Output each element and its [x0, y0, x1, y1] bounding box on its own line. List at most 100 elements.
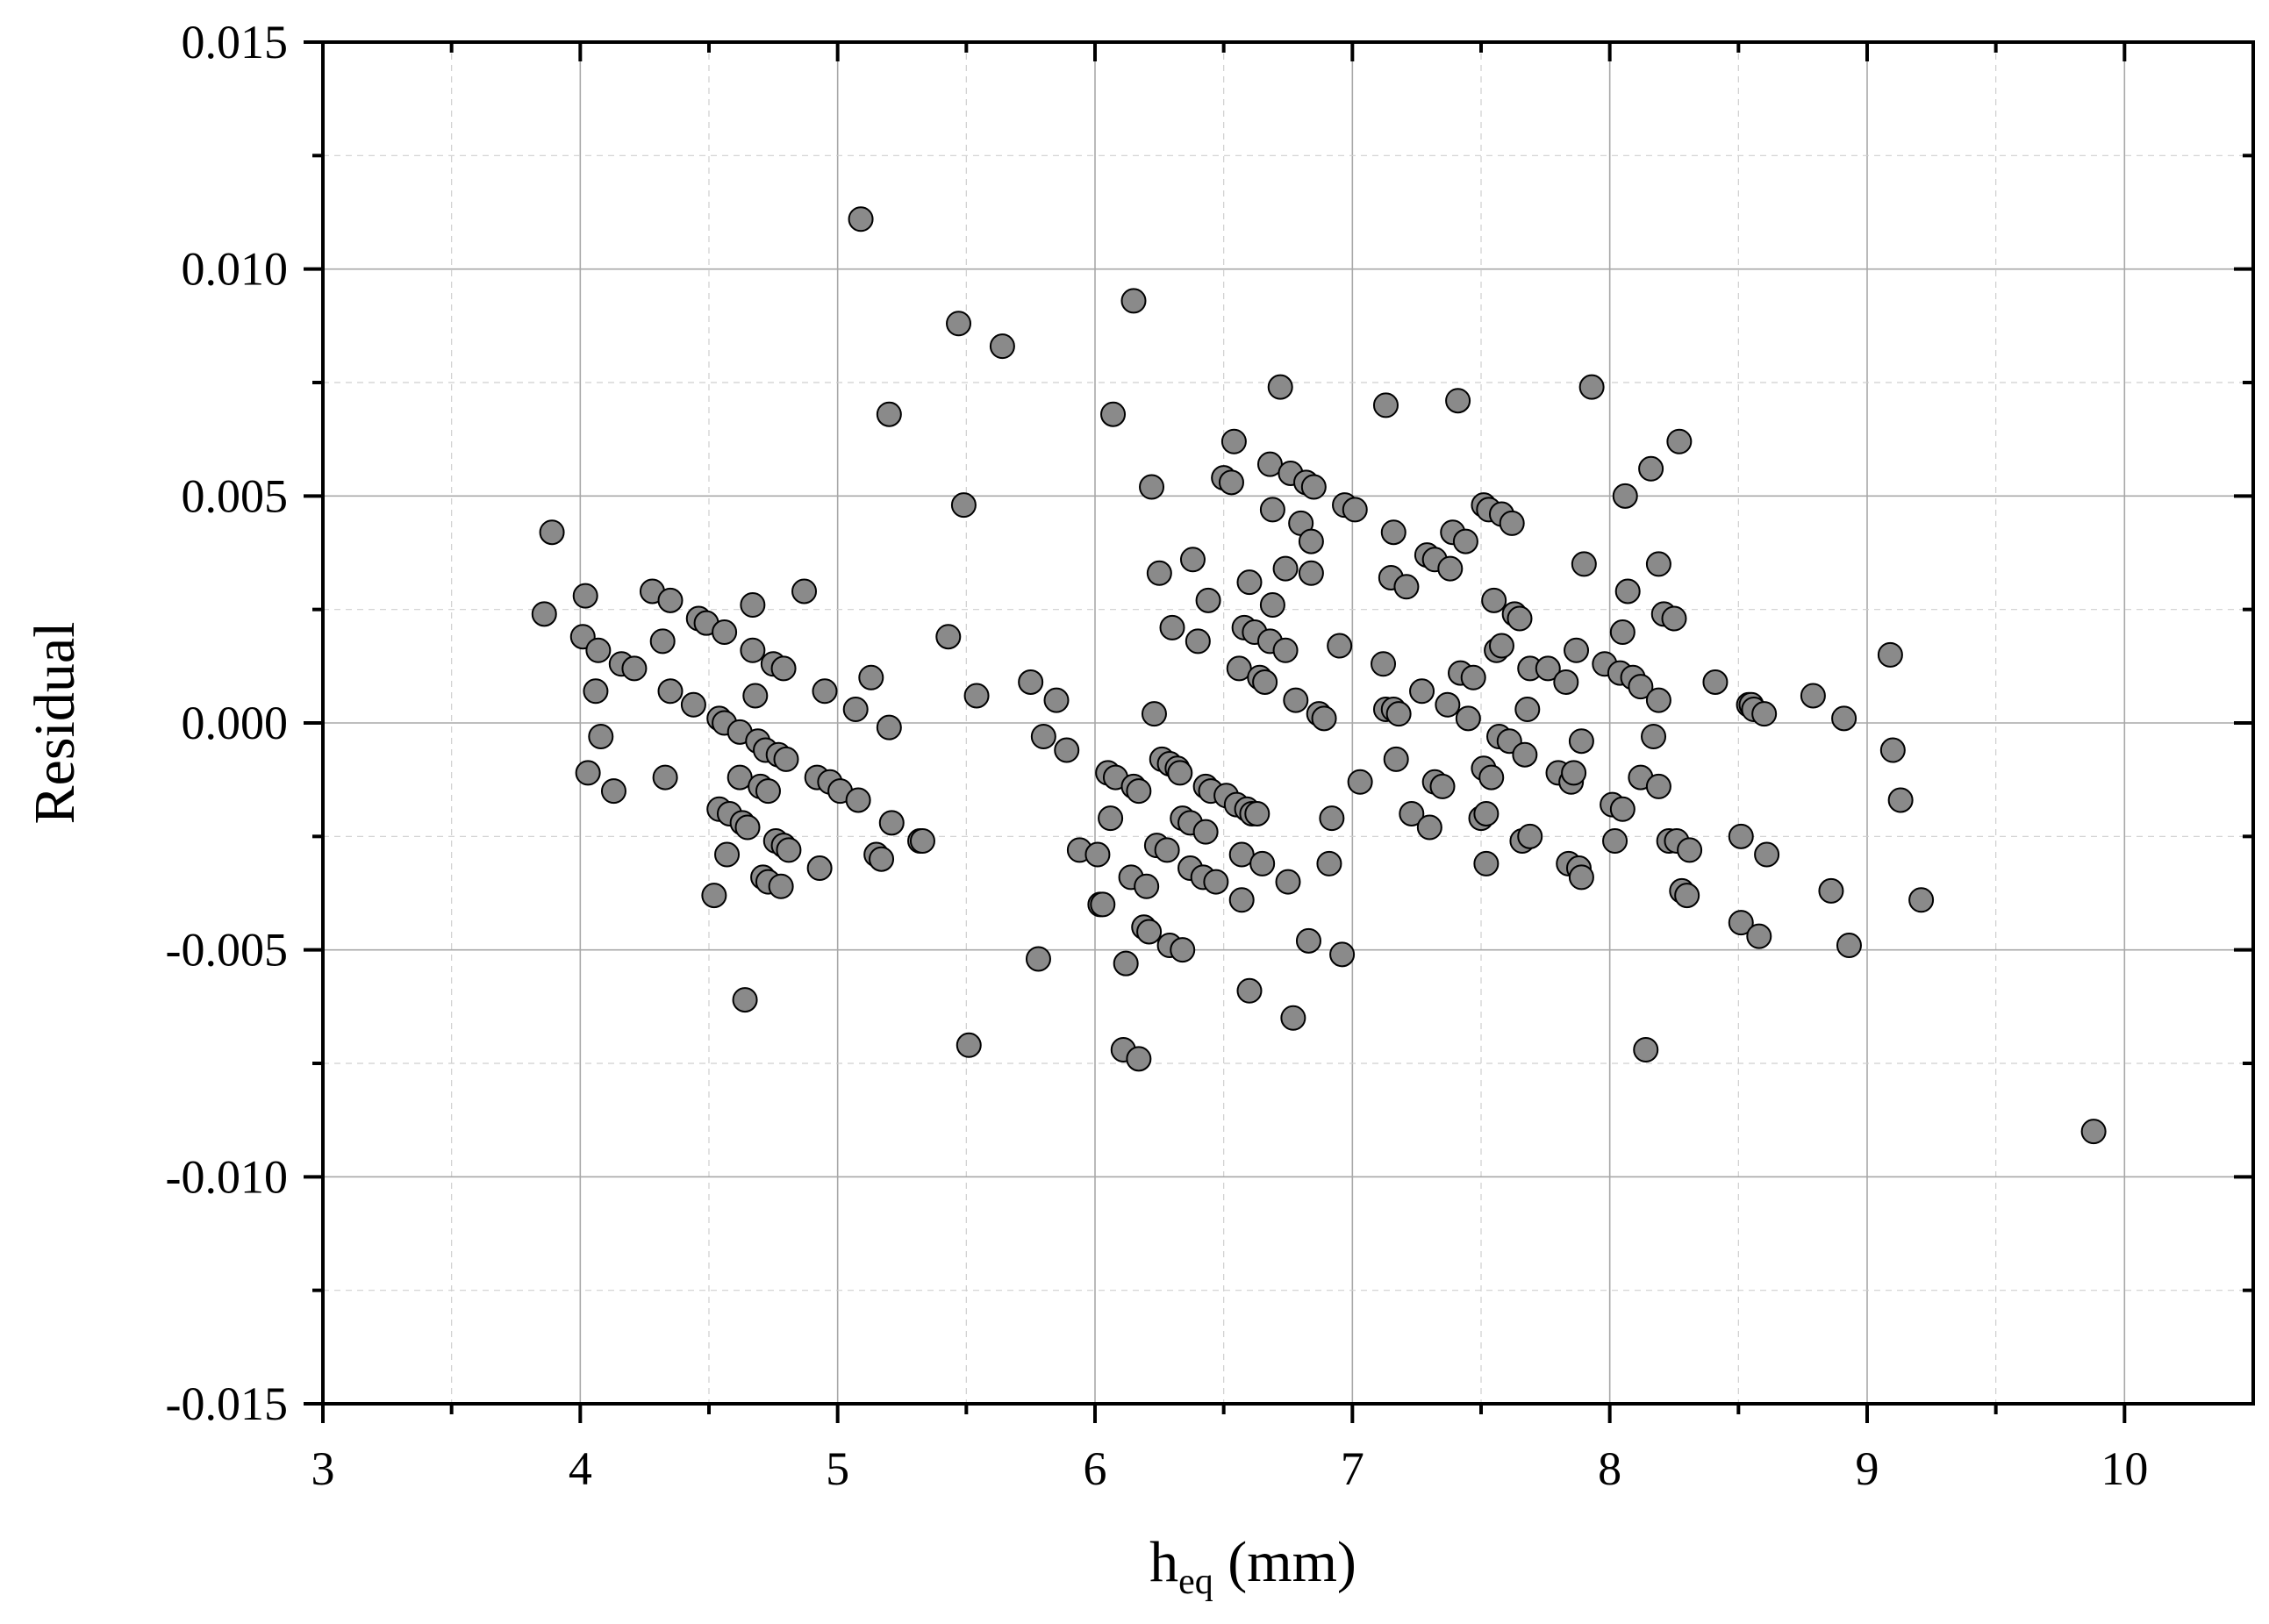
- data-point: [1380, 519, 1406, 546]
- data-point: [649, 628, 676, 655]
- data-point: [1329, 941, 1356, 968]
- data-point: [1614, 578, 1641, 605]
- data-point: [1818, 877, 1844, 904]
- data-point: [1553, 669, 1579, 695]
- data-point: [1877, 641, 1903, 668]
- data-point: [1677, 837, 1703, 863]
- data-point: [1561, 760, 1587, 786]
- data-point: [1564, 637, 1590, 663]
- data-point: [1393, 574, 1420, 600]
- data-point: [701, 883, 727, 909]
- data-point: [1272, 555, 1299, 582]
- data-point: [1517, 823, 1543, 849]
- data-point: [742, 683, 769, 709]
- x-tick-label: 8: [1598, 1442, 1621, 1495]
- data-point: [1113, 950, 1139, 977]
- y-axis-title: Residual: [23, 622, 87, 825]
- axis-ticks: [304, 40, 2253, 1423]
- data-point: [1568, 728, 1594, 755]
- data-point: [1120, 288, 1147, 314]
- data-point: [2080, 1119, 2107, 1145]
- data-point: [1383, 746, 1409, 772]
- data-point: [1316, 850, 1342, 876]
- data-point: [1702, 669, 1729, 695]
- data-point: [1371, 651, 1397, 677]
- data-point: [1043, 687, 1070, 713]
- data-point: [732, 987, 758, 1013]
- data-point: [1661, 605, 1687, 632]
- data-point: [806, 855, 833, 882]
- gridlines: [323, 42, 2253, 1404]
- data-point: [1228, 887, 1255, 913]
- data-point: [1754, 841, 1780, 868]
- data-point: [1170, 937, 1196, 963]
- data-point: [1179, 547, 1206, 573]
- data-point: [1633, 1036, 1659, 1062]
- x-tick-label: 9: [1856, 1442, 1879, 1495]
- y-tick-label: 0.010: [182, 243, 289, 296]
- data-point: [1831, 705, 1857, 732]
- data-point: [1452, 528, 1478, 554]
- data-point: [1908, 887, 1935, 913]
- data-point: [680, 691, 706, 718]
- data-point: [1488, 633, 1514, 659]
- data-point: [1507, 605, 1533, 632]
- y-tick-labels: -0.015 -0.010 -0.005 0.000 0.005 0.010 0.015: [166, 16, 288, 1430]
- data-point: [572, 583, 598, 609]
- data-point: [842, 696, 869, 722]
- data-point: [1154, 837, 1180, 863]
- data-point: [1499, 510, 1525, 536]
- data-point: [768, 873, 794, 899]
- data-point: [1192, 819, 1219, 845]
- data-point: [1327, 633, 1353, 659]
- data-point: [1030, 724, 1056, 750]
- data-point: [1300, 474, 1327, 500]
- y-tick-label: 0.005: [182, 469, 289, 522]
- data-point: [1628, 674, 1654, 700]
- data-point: [1298, 528, 1324, 554]
- data-point: [1609, 796, 1636, 822]
- data-point: [1134, 873, 1160, 899]
- data-point: [1249, 850, 1276, 876]
- data-point: [1609, 619, 1636, 646]
- data-point: [1311, 705, 1337, 732]
- data-point: [1514, 696, 1541, 722]
- data-point: [1445, 388, 1471, 414]
- x-axis-title: heq (mm): [1149, 1530, 1356, 1602]
- data-point: [1512, 741, 1538, 768]
- x-tick-label: 7: [1341, 1442, 1364, 1495]
- data-point: [734, 814, 761, 841]
- data-point: [712, 619, 738, 646]
- data-point: [657, 678, 684, 705]
- data-point: [1473, 800, 1500, 826]
- data-point: [1473, 850, 1500, 876]
- data-point: [770, 655, 797, 682]
- data-point: [1259, 591, 1285, 618]
- data-point: [989, 333, 1015, 360]
- data-point: [1267, 374, 1293, 400]
- data-point: [1836, 932, 1862, 958]
- data-point: [876, 401, 902, 427]
- data-point: [858, 664, 884, 690]
- data-point: [1612, 483, 1638, 509]
- data-points: [531, 206, 2107, 1145]
- data-point: [1674, 883, 1700, 909]
- data-point: [1481, 587, 1507, 613]
- data-point: [776, 837, 802, 863]
- data-point: [956, 1032, 982, 1058]
- data-point: [1126, 1046, 1152, 1072]
- data-point: [1203, 869, 1229, 895]
- data-point: [1409, 678, 1435, 705]
- data-point: [1090, 891, 1116, 918]
- data-point: [1272, 637, 1299, 663]
- data-point: [845, 787, 871, 813]
- data-point: [585, 637, 612, 663]
- data-point: [1728, 910, 1754, 936]
- y-tick-label: -0.010: [166, 1150, 288, 1203]
- data-point: [1578, 374, 1605, 400]
- y-tick-label: 0.015: [182, 16, 289, 68]
- data-point: [600, 778, 626, 805]
- data-point: [1146, 560, 1172, 586]
- data-point: [946, 311, 972, 337]
